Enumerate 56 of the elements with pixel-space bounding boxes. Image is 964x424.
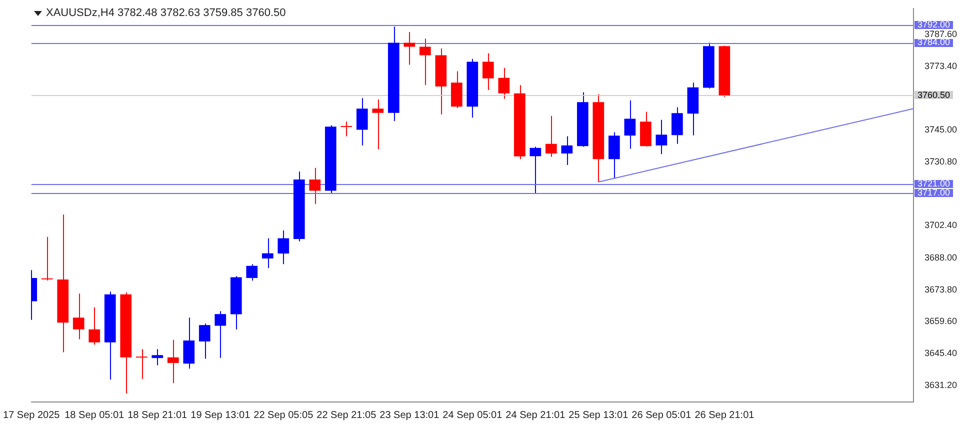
candlestick bbox=[530, 146, 542, 194]
x-tick-label: 22 Sep 21:05 bbox=[316, 410, 377, 421]
y-tick-label: 3645.40 bbox=[924, 348, 958, 358]
ref-line-label: 3760.50 bbox=[917, 90, 950, 100]
ref-line-label: 3792.00 bbox=[917, 19, 950, 30]
candlestick bbox=[246, 264, 258, 282]
candlestick bbox=[72, 293, 84, 340]
x-tick-label: 17 Sep 2025 bbox=[3, 410, 60, 421]
candlestick bbox=[198, 323, 210, 360]
ref-line-label: 3717.00 bbox=[917, 187, 950, 198]
candlestick bbox=[608, 132, 620, 178]
candlestick bbox=[183, 317, 195, 370]
candlestick bbox=[214, 310, 226, 358]
x-tick-label: 23 Sep 13:01 bbox=[380, 410, 440, 421]
candlestick bbox=[546, 115, 557, 158]
candlestick bbox=[561, 136, 573, 166]
y-tick-label: 3730.80 bbox=[924, 156, 958, 167]
y-tick-label: 3688.00 bbox=[924, 252, 958, 262]
x-tick-label: 26 Sep 21:01 bbox=[694, 410, 755, 421]
x-tick-label: 19 Sep 13:01 bbox=[190, 410, 251, 421]
chart-title: XAUUSDz,H4 3782.48 3782.63 3759.85 3760.50 bbox=[46, 7, 286, 19]
y-tick-label: 3659.60 bbox=[924, 316, 958, 326]
x-tick-label: 24 Sep 21:01 bbox=[506, 410, 566, 421]
candlestick bbox=[498, 67, 510, 100]
y-tick-label: 3673.80 bbox=[924, 284, 958, 294]
x-tick-label: 22 Sep 05:05 bbox=[254, 410, 314, 421]
candlestick bbox=[88, 306, 100, 346]
candlestick bbox=[404, 31, 416, 66]
x-tick-label: 25 Sep 13:01 bbox=[568, 410, 629, 421]
y-tick-label: 3773.40 bbox=[924, 60, 958, 71]
candlestick bbox=[419, 38, 431, 86]
candlestick bbox=[672, 106, 683, 144]
candlestick bbox=[656, 119, 668, 155]
x-tick-label: 26 Sep 05:01 bbox=[632, 410, 692, 421]
candlestick bbox=[262, 238, 274, 269]
candlestick bbox=[309, 167, 321, 204]
y-tick-label: 3702.40 bbox=[924, 220, 958, 230]
y-tick-label: 3631.20 bbox=[924, 380, 958, 390]
candlestick bbox=[340, 121, 352, 137]
y-tick-label: 3787.60 bbox=[924, 29, 958, 40]
ref-line-label: 3721.00 bbox=[917, 178, 950, 188]
candlestick bbox=[167, 339, 179, 384]
candlestick bbox=[41, 236, 53, 281]
candlestick bbox=[372, 98, 384, 150]
x-tick-label: 18 Sep 05:01 bbox=[64, 410, 125, 421]
candlestick bbox=[482, 52, 494, 91]
candlestick bbox=[136, 348, 148, 380]
x-tick-label: 24 Sep 05:01 bbox=[442, 410, 503, 421]
candlestick bbox=[278, 230, 290, 265]
candlestick bbox=[624, 100, 636, 150]
ref-line-label: 3784.00 bbox=[917, 37, 950, 48]
y-tick-label: 3745.00 bbox=[924, 124, 958, 135]
candlestick bbox=[152, 348, 164, 366]
candlestick bbox=[356, 98, 368, 146]
x-tick-label: 18 Sep 21:01 bbox=[128, 410, 188, 421]
candlestick bbox=[450, 70, 462, 108]
